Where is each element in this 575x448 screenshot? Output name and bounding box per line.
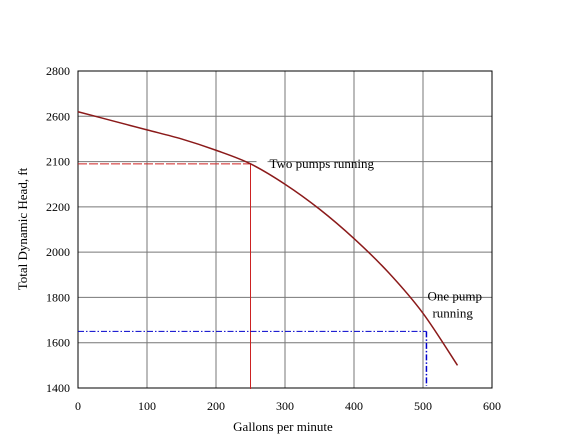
y-tick-label: 2100 — [46, 155, 70, 169]
one-pump-label-line2: running — [432, 305, 473, 320]
y-tick-labels: 1400 1600 1800 2000 2200 2100 2600 2800 — [46, 64, 70, 395]
x-tick-labels: 0 100 200 300 400 500 600 — [75, 399, 501, 413]
pump-curve-line — [77, 111, 459, 366]
two-pumps-label: Two pumps running — [270, 156, 375, 171]
x-tick-label: 100 — [138, 399, 156, 413]
x-axis-label: Gallons per minute — [233, 419, 333, 434]
x-tick-label: 300 — [276, 399, 294, 413]
plot-frame — [77, 70, 493, 389]
x-tick-label: 500 — [414, 399, 432, 413]
x-tick-label: 600 — [483, 399, 501, 413]
y-tick-label: 1400 — [46, 381, 70, 395]
reference-lines — [78, 163, 428, 389]
y-tick-label: 1600 — [46, 336, 70, 350]
grid — [77, 70, 493, 389]
y-axis-label: Total Dynamic Head, ft — [15, 167, 30, 290]
series-group — [77, 111, 459, 366]
y-tick-label: 2200 — [46, 200, 70, 214]
annotations: Two pumps running One pump running — [256, 156, 482, 320]
one-pump-label: One pump — [427, 288, 482, 303]
y-tick-label: 2600 — [46, 109, 70, 123]
y-tick-label: 1800 — [46, 290, 70, 304]
x-tick-label: 0 — [75, 399, 81, 413]
y-tick-label: 2800 — [46, 64, 70, 78]
x-tick-label: 200 — [207, 399, 225, 413]
x-tick-label: 400 — [345, 399, 363, 413]
y-tick-label: 2000 — [46, 245, 70, 259]
